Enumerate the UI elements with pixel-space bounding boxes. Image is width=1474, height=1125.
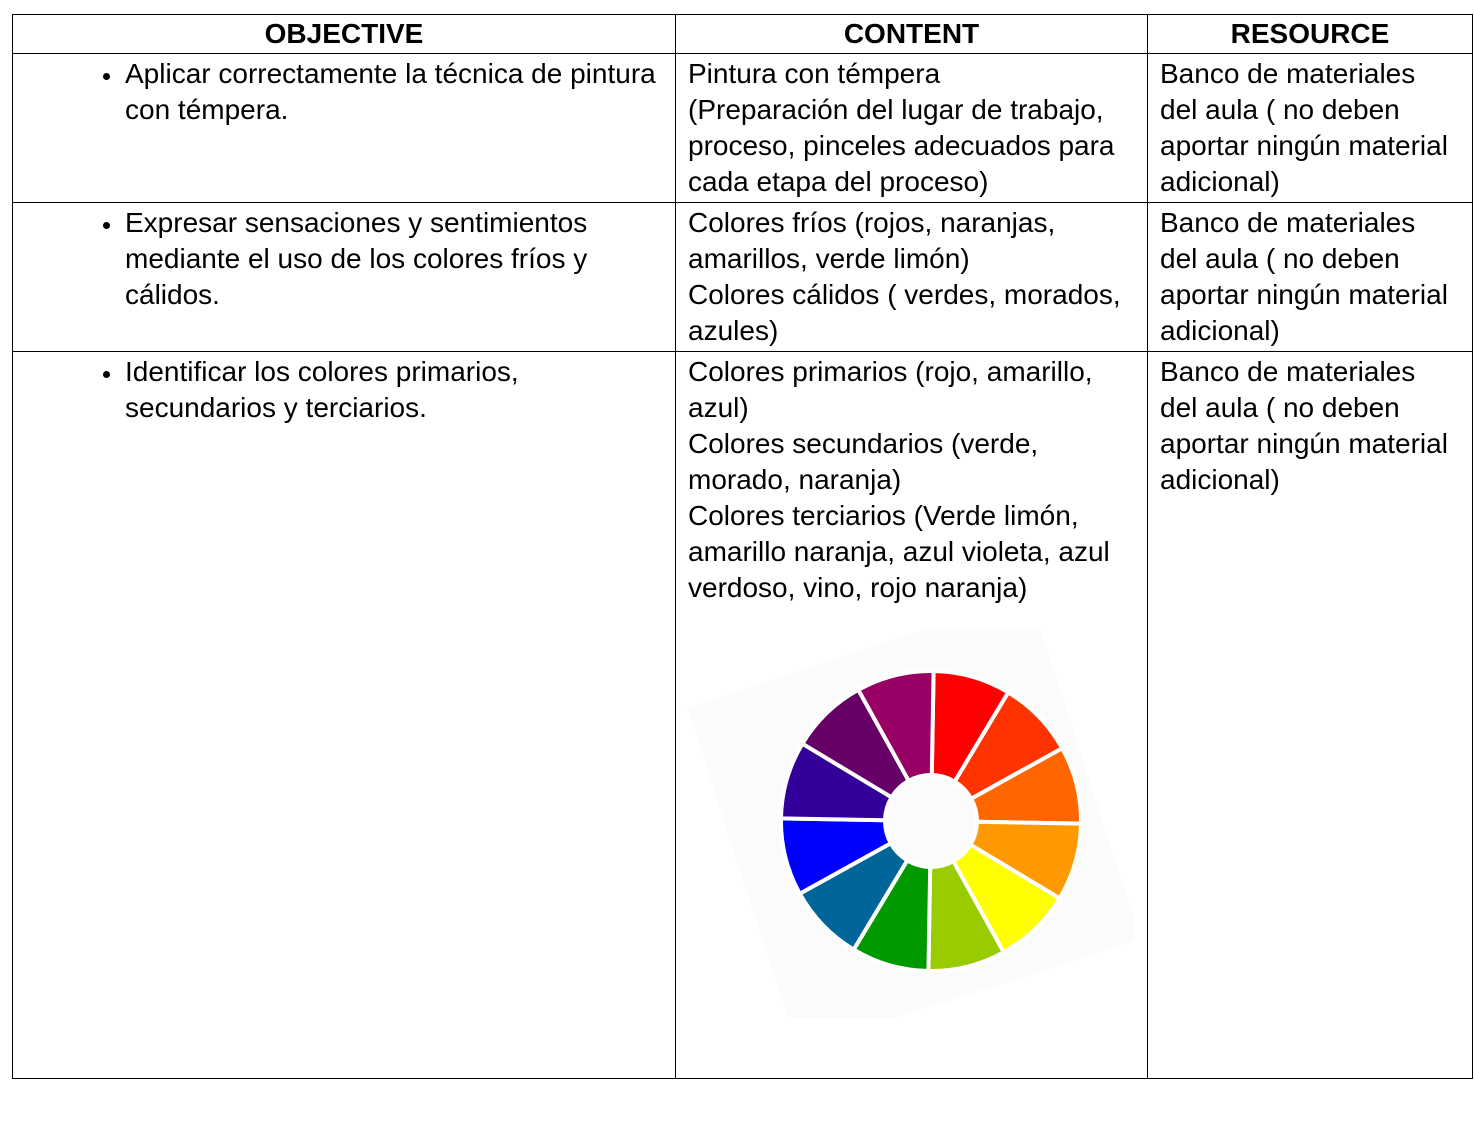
content-line: Pintura con témpera <box>688 58 941 89</box>
content-line: Colores primarios (rojo, amarillo, azul) <box>688 356 1093 423</box>
resource-cell: Banco de materiales del aula ( no deben … <box>1147 202 1473 352</box>
objective-item: Identificar los colores primarios, secun… <box>123 354 663 426</box>
content-cell: Pintura con témpera (Preparación del luga… <box>675 53 1148 203</box>
wheel-segment <box>778 740 895 823</box>
wheel-segment <box>850 857 933 974</box>
content-line: Colores cálidos ( verdes, morados, azule… <box>688 279 1121 346</box>
wheel-segment <box>797 840 911 953</box>
color-wheel-image <box>687 628 1134 1018</box>
table-row: Aplicar correctamente la técnica de pint… <box>12 53 1473 203</box>
resource-text: Banco de materiales del aula ( no deben … <box>1160 58 1448 197</box>
wheel-segment <box>950 841 1063 955</box>
resource-text: Banco de materiales del aula ( no deben … <box>1160 356 1448 495</box>
wheel-segment <box>778 816 894 897</box>
resource-cell: Banco de materiales del aula ( no deben … <box>1147 351 1473 1079</box>
header-cell: OBJECTIVE <box>12 14 676 54</box>
wheel-segment <box>968 745 1084 826</box>
wheel-segment <box>799 687 912 801</box>
content-line: Colores fríos (rojos, naranjas, amarillo… <box>688 207 1056 274</box>
objective-list: Expresar sensaciones y sentimientos medi… <box>25 205 663 313</box>
objective-item: Expresar sensaciones y sentimientos medi… <box>123 205 663 313</box>
objective-list: Identificar los colores primarios, secun… <box>25 354 663 426</box>
objective-list: Aplicar correctamente la técnica de pint… <box>25 56 663 128</box>
objective-cell: Expresar sensaciones y sentimientos medi… <box>12 202 676 352</box>
wheel-segment <box>855 668 936 784</box>
table-body: Aplicar correctamente la técnica de pint… <box>12 53 1473 1079</box>
objective-cell: Aplicar correctamente la técnica de pint… <box>12 53 676 203</box>
objective-cell: Identificar los colores primarios, secun… <box>12 351 676 1079</box>
content-cell: Colores primarios (rojo, amarillo, azul)… <box>675 351 1148 1079</box>
resource-text: Banco de materiales del aula ( no deben … <box>1160 207 1448 346</box>
header-cell: RESOURCE <box>1147 14 1473 54</box>
content-cell: Colores fríos (rojos, naranjas, amarillo… <box>675 202 1148 352</box>
header-cell: CONTENT <box>675 14 1148 54</box>
objective-item: Aplicar correctamente la técnica de pint… <box>123 56 663 128</box>
resource-cell: Banco de materiales del aula ( no deben … <box>1147 53 1473 203</box>
wheel-segment <box>929 668 1012 785</box>
header-row: OBJECTIVE CONTENT RESOURCE <box>12 14 1473 54</box>
content-line: Colores secundarios (verde, morado, nara… <box>688 428 1039 495</box>
lesson-table: OBJECTIVE CONTENT RESOURCE Aplicar corre… <box>12 14 1473 1079</box>
wheel-segment <box>951 689 1065 802</box>
wheel-segment <box>926 858 1007 974</box>
table-row: Expresar sensaciones y sentimientos medi… <box>12 202 1473 352</box>
content-line: (Preparación del lugar de trabajo, proce… <box>688 94 1115 197</box>
content-line: Colores terciarios (Verde limón, amarill… <box>688 500 1110 603</box>
wheel-segment <box>967 819 1084 902</box>
table-row: Identificar los colores primarios, secun… <box>12 351 1473 1079</box>
